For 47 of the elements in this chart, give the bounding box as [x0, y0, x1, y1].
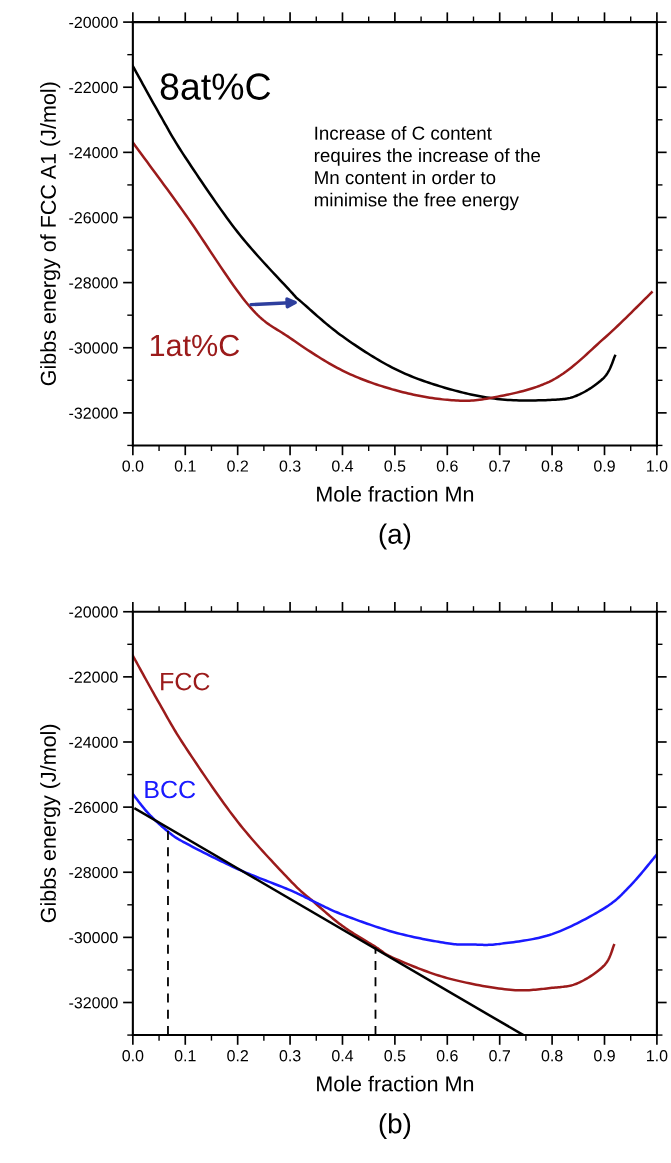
y-axis-title: Gibbs energy (J/mol) [40, 724, 61, 923]
x-tick-label: 1.0 [647, 1050, 668, 1062]
y-tick-label: -30000 [69, 342, 118, 354]
x-axis-title: Mole fraction Mn [317, 486, 474, 502]
x-tick-label: 0.9 [594, 1050, 615, 1062]
x-tick-label: 1.0 [647, 460, 668, 472]
x-tick-label: 0.3 [279, 460, 301, 472]
y-tick-label: -26000 [69, 212, 118, 224]
x-tick-label: 0.1 [174, 460, 196, 472]
x-tick-label: 0.8 [541, 1050, 563, 1062]
x-tick-label: 0.0 [122, 1050, 144, 1062]
y-tick-label: -20000 [69, 16, 118, 29]
y-tick-label: -28000 [69, 277, 118, 289]
y-tick-label: -30000 [69, 932, 118, 944]
x-axis-title: Mole fraction Mn [317, 1075, 474, 1092]
y-axis-title: Gibbs energy of FCC A1 (J/mol) [40, 82, 61, 386]
x-tick-label: 0.5 [384, 460, 406, 472]
y-tick-label: -32000 [69, 997, 118, 1009]
series-label: 8at%C [160, 73, 271, 100]
x-tick-label: 0.8 [541, 460, 563, 472]
x-tick-label: 0.2 [227, 460, 248, 472]
x-tick-label: 0.5 [384, 1050, 406, 1062]
x-tick-label: 0.4 [332, 460, 354, 472]
x-tick-label: 0.3 [279, 1050, 301, 1062]
x-tick-label: 0.9 [594, 460, 615, 472]
y-tick-label: -22000 [69, 671, 118, 683]
text: (a) [379, 523, 411, 550]
x-tick-label: 0.1 [174, 1050, 196, 1062]
y-tick-label: -32000 [69, 407, 118, 419]
y-tick-label: -26000 [69, 801, 118, 814]
y-tick-label: -20000 [69, 606, 118, 618]
y-tick-label: -24000 [69, 146, 118, 159]
y-tick-label: -24000 [69, 736, 118, 748]
x-tick-label: 0.4 [332, 1050, 354, 1062]
series-label: FCC [161, 672, 210, 691]
x-tick-label: 0.2 [227, 1050, 248, 1062]
y-tick-label: -22000 [69, 81, 118, 94]
x-tick-label: 0.6 [436, 1050, 458, 1062]
x-tick-label: 0.7 [489, 1050, 510, 1062]
x-tick-label: 0.7 [489, 460, 510, 472]
series-label: 1at%C [150, 334, 240, 357]
y-tick-label: -28000 [69, 866, 118, 879]
x-tick-label: 0.0 [122, 460, 144, 472]
series-label: BCC [145, 780, 196, 799]
x-tick-label: 0.6 [436, 460, 458, 472]
text: (b) [379, 1113, 411, 1140]
annotation: Increase of C content requires the increase of the Mn content in order to minimise the free energy [314, 126, 541, 211]
